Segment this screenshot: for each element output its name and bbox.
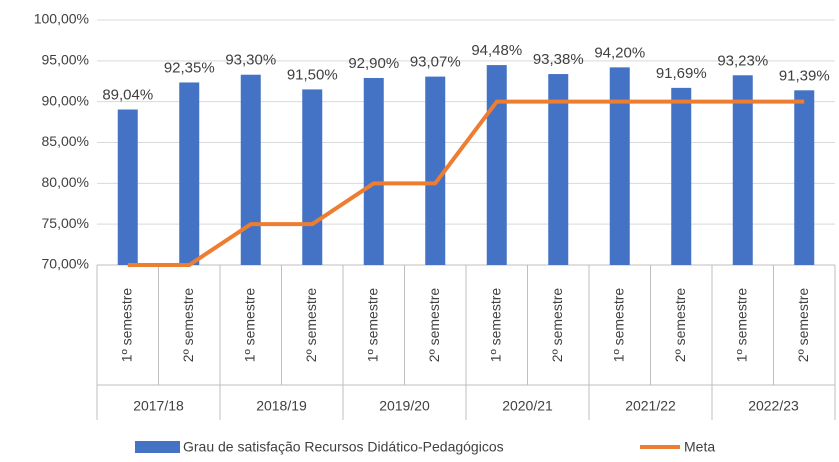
data-label: 94,48%: [471, 42, 522, 59]
x-tick-label: 2º semestre: [303, 288, 319, 363]
y-tick-label: 100,00%: [34, 11, 89, 27]
bar: [486, 65, 507, 265]
x-tick-label: 1º semestre: [118, 288, 134, 363]
bar: [732, 75, 753, 265]
legend-label: Grau de satisfação Recursos Didático-Ped…: [183, 439, 504, 455]
x-tick-label: 2º semestre: [426, 288, 442, 363]
y-tick-label: 85,00%: [42, 133, 89, 149]
data-label: 93,30%: [225, 52, 276, 69]
y-tick-label: 75,00%: [42, 215, 89, 231]
data-label: 91,50%: [287, 66, 338, 83]
data-label: 89,04%: [102, 86, 153, 103]
legend-swatch: [135, 441, 180, 453]
data-label: 92,35%: [164, 59, 215, 76]
legend-label: Meta: [684, 439, 715, 455]
group-label: 2020/21: [502, 398, 553, 414]
bar: [363, 77, 384, 265]
data-label: 93,07%: [410, 54, 461, 71]
data-label: 91,69%: [656, 65, 707, 82]
group-label: 2017/18: [133, 398, 184, 414]
data-label: 94,20%: [594, 44, 645, 61]
bar: [302, 89, 323, 266]
x-tick-label: 1º semestre: [364, 288, 380, 363]
bar: [548, 74, 569, 266]
group-label: 2022/23: [748, 398, 799, 414]
line: [127, 99, 805, 267]
group-label: 2018/19: [256, 398, 307, 414]
data-label: 91,39%: [779, 67, 830, 84]
x-tick-label: 1º semestre: [487, 288, 503, 363]
x-tick-label: 1º semestre: [610, 288, 626, 363]
bar: [609, 67, 630, 265]
y-tick-label: 90,00%: [42, 92, 89, 108]
bar: [179, 82, 200, 265]
bar: [794, 90, 815, 265]
x-tick-label: 2º semestre: [795, 288, 811, 363]
x-tick-label: 2º semestre: [672, 288, 688, 363]
y-tick-label: 95,00%: [42, 52, 89, 68]
group-label: 2019/20: [379, 398, 430, 414]
bar: [117, 109, 138, 265]
bar: [671, 87, 692, 266]
bar: [240, 74, 261, 265]
data-label: 93,23%: [717, 52, 768, 69]
y-tick-label: 80,00%: [42, 174, 89, 190]
group-label: 2021/22: [625, 398, 676, 414]
x-tick-label: 2º semestre: [180, 288, 196, 363]
x-tick-label: 2º semestre: [549, 288, 565, 363]
x-tick-label: 1º semestre: [241, 288, 257, 363]
x-tick-label: 1º semestre: [733, 288, 749, 363]
data-label: 93,38%: [533, 51, 584, 68]
y-tick-label: 70,00%: [42, 256, 89, 272]
bar: [425, 76, 446, 265]
data-label: 92,90%: [348, 55, 399, 72]
